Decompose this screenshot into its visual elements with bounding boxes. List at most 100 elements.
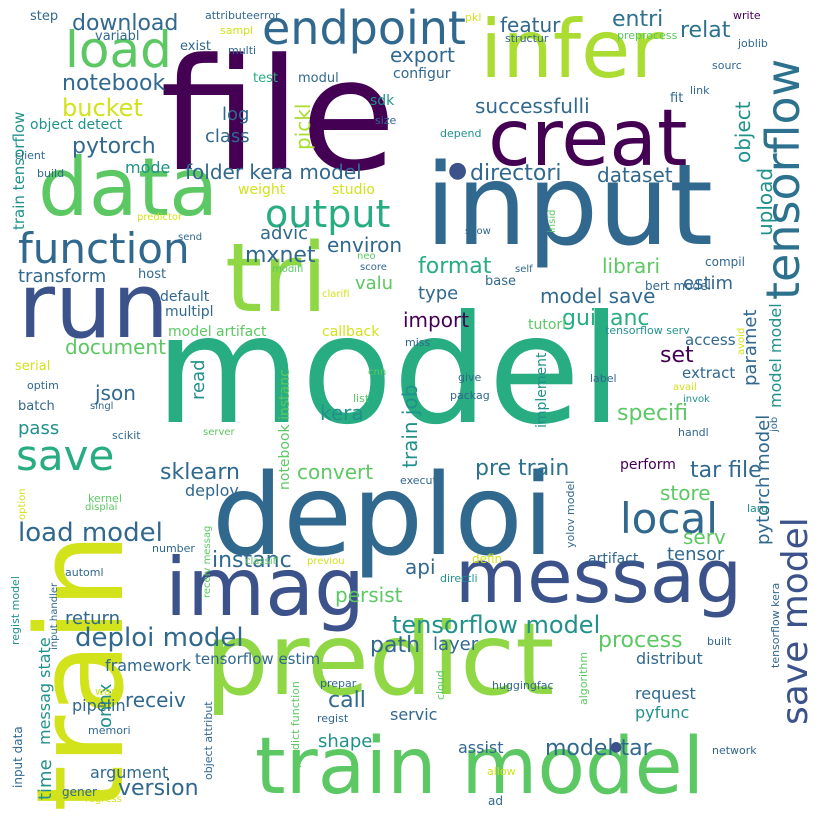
word-network: network [712,744,757,757]
word-assist: assist [458,738,504,757]
word-output: output [265,192,391,236]
word-allow: allow [487,765,516,778]
word-link: link [690,84,710,97]
word-algorithm: algorithm [577,651,590,705]
word-huggingfac: huggingfac [492,679,554,692]
word-regist: regist [317,712,349,725]
word-base: base [485,274,516,289]
word-log: log [222,104,250,125]
word-servic: servic [390,705,438,724]
word-path: path [370,633,421,658]
word-give: give [458,371,482,384]
word-fit: fit [670,91,684,106]
word-train-job: train job [398,384,422,468]
word-save-model: save model [775,517,816,725]
word-regist-model: regist model [9,576,22,645]
word-automl: automl [65,566,104,579]
word-perform: perform [620,457,676,473]
word-implement: implement [534,352,550,428]
word-advic: advic [260,223,309,244]
word-import: import [403,308,470,332]
word-memori: memori [88,724,131,737]
word-endpoint: endpoint [262,1,466,55]
word-input-handler: input handler [49,582,60,650]
word-messag: messag [455,534,743,620]
word-default: default [160,289,210,305]
word-tar-file: tar file [690,458,762,483]
word-gener: gener [62,785,97,799]
word-receiv: receiv [125,688,186,712]
word-size: size [375,114,397,127]
word-librari: librari [602,254,661,278]
word-class: class [205,126,250,147]
word-sklearn: sklearn [160,460,240,485]
word-send: send [178,232,203,243]
word-function: function [18,224,190,273]
word-list: list [353,392,370,405]
word-model-artifact: model artifact [168,324,267,340]
word-yolov-model: yolov model [564,480,577,548]
word-directori: directori [470,161,562,186]
word-store: store [660,481,711,505]
word-deploi-model: deploi model [75,623,244,653]
word-clarifi: clarifi [322,289,350,300]
word-pkl: pkl [465,11,482,24]
word-miss: miss [405,336,431,349]
word-imag: imag [165,541,365,634]
word-predict-function: predict function [289,681,302,768]
word-joblib: joblib [738,37,768,50]
word-sampl: sampl [220,24,254,37]
word-folder-kera-model: folder kera model [185,160,362,184]
word-api: api [405,555,436,579]
word-argument: argument [90,763,169,782]
word-mode: mode [125,158,171,177]
word-avail: avail [673,382,697,393]
word-input: input [425,141,714,271]
dot-glyph: ● [610,739,623,755]
word-sdk: sdk [370,93,395,109]
word-pytorch: pytorch [72,134,156,159]
word-prepar: prepar [320,677,357,690]
word-singl: singl [90,401,114,412]
word-show: show [465,226,491,237]
word-deploy: deploy [185,481,239,500]
word-client: client [15,149,46,162]
word-entri: entri [612,7,664,32]
word-input-data: input data [11,726,25,788]
word-larg: larg [747,502,769,515]
word-option: option [17,488,28,520]
word-framework: framework [105,656,192,675]
word-neo: neo [357,251,376,262]
word-relat: relat [680,18,731,43]
word-transform: transform [18,266,107,287]
word-defin: defin [472,552,503,566]
word-upload: upload [753,167,777,236]
word-train-model: train model [255,722,705,812]
word-depend: depend [440,127,482,140]
word-test: test [253,71,278,86]
word-execut: execut [400,474,437,487]
word-time: time [35,759,56,800]
word-run: run [18,254,170,359]
word-directli: directli [440,572,478,585]
word-object: object [731,101,755,163]
word-variabl: variabl [95,29,140,44]
word-distribut: distribut [636,649,703,668]
word-pyfunc: pyfunc [635,703,690,722]
word-regress: regress [85,794,122,805]
word-process: process [598,628,683,653]
word-packag: packag [450,389,490,402]
word-tensorflow-serv: tensorflow serv [605,324,690,337]
word-read: read [188,359,209,400]
word-mxnet: mxnet [245,243,316,268]
word-layer: layer [433,634,479,655]
word-handl: handl [678,426,709,439]
word-download: download [72,11,179,36]
word-request: request [635,684,696,703]
word-multipl: multipl [165,304,214,320]
word-model: model [155,284,623,458]
word-displai: displai [85,502,118,513]
word-avoid: avoid [736,327,747,355]
word-compil: compil [705,255,745,269]
